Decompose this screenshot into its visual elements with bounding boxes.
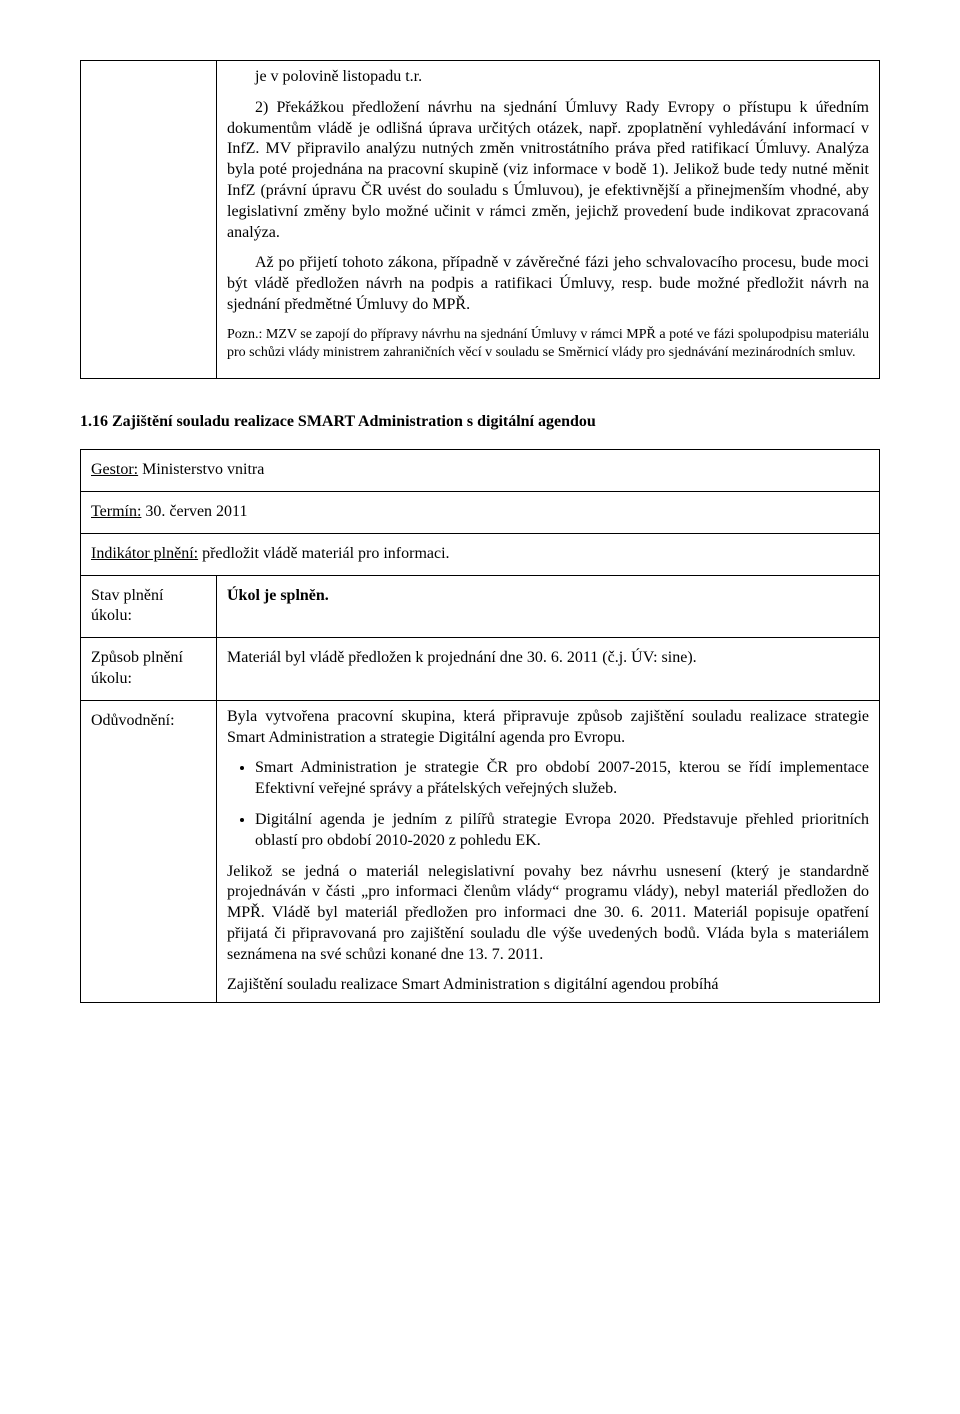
- stav-value-cell: Úkol je splněn.: [217, 575, 880, 638]
- section-heading: 1.16 Zajištění souladu realizace SMART A…: [80, 413, 880, 431]
- upper-p2: 2) Překážkou předložení návrhu na sjedná…: [227, 98, 869, 244]
- stav-label: Stav plnění úkolu:: [91, 586, 206, 628]
- oduv-label: Odůvodnění:: [91, 711, 206, 732]
- zpusob-label: Způsob plnění úkolu:: [91, 648, 206, 690]
- oduv-p1: Byla vytvořena pracovní skupina, která p…: [227, 707, 869, 749]
- oduv-bullet-1: Smart Administration je strategie ČR pro…: [255, 758, 869, 800]
- upper-note: Pozn.: MZV se zapojí do přípravy návrhu …: [227, 326, 869, 362]
- termin-value: 30. červen 2011: [141, 503, 247, 520]
- upper-p1: je v polovině listopadu t.r.: [227, 67, 869, 88]
- oduv-value-cell: Byla vytvořena pracovní skupina, která p…: [217, 700, 880, 1003]
- zpusob-value: Materiál byl vládě předložen k projednán…: [227, 648, 869, 669]
- lower-table: Gestor: Ministerstvo vnitra Termín: 30. …: [80, 449, 880, 1003]
- gestor-label: Gestor:: [91, 461, 138, 478]
- oduv-p3: Zajištění souladu realizace Smart Admini…: [227, 975, 869, 996]
- upper-p3: Až po přijetí tohoto zákona, případně v …: [227, 253, 869, 315]
- stav-label-cell: Stav plnění úkolu:: [81, 575, 217, 638]
- gestor-value: Ministerstvo vnitra: [138, 461, 264, 478]
- page: je v polovině listopadu t.r. 2) Překážko…: [0, 0, 960, 1063]
- upper-left-cell: [81, 61, 217, 379]
- upper-main-cell: je v polovině listopadu t.r. 2) Překážko…: [217, 61, 880, 379]
- oduv-label-cell: Odůvodnění:: [81, 700, 217, 1003]
- row-indikator: Indikátor plnění: předložit vládě materi…: [81, 533, 880, 575]
- zpusob-label-cell: Způsob plnění úkolu:: [81, 638, 217, 701]
- row-termin: Termín: 30. červen 2011: [81, 491, 880, 533]
- oduv-bullets: Smart Administration je strategie ČR pro…: [255, 758, 869, 851]
- oduv-bullet-2: Digitální agenda je jedním z pilířů stra…: [255, 810, 869, 852]
- zpusob-value-cell: Materiál byl vládě předložen k projednán…: [217, 638, 880, 701]
- indikator-value: předložit vládě materiál pro informaci.: [198, 545, 449, 562]
- upper-table: je v polovině listopadu t.r. 2) Překážko…: [80, 60, 880, 379]
- oduv-p2: Jelikož se jedná o materiál nelegislativ…: [227, 862, 869, 966]
- termin-label: Termín:: [91, 503, 141, 520]
- indikator-label: Indikátor plnění:: [91, 545, 198, 562]
- stav-value: Úkol je splněn.: [227, 586, 869, 607]
- row-gestor: Gestor: Ministerstvo vnitra: [81, 450, 880, 492]
